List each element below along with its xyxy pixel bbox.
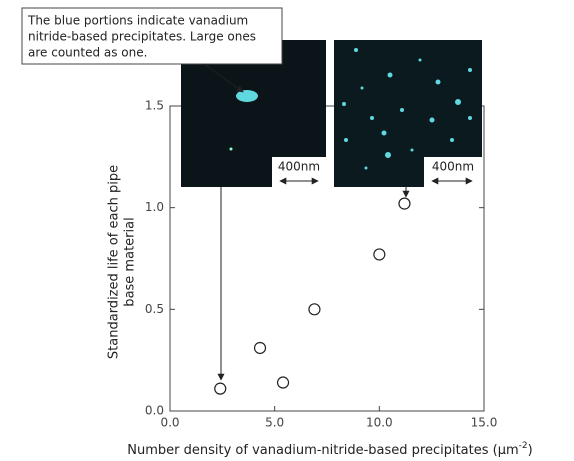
data-point bbox=[253, 341, 267, 355]
precipitate bbox=[229, 147, 233, 151]
data-point bbox=[276, 376, 290, 389]
callout-text: The blue portions indicate vanadium bbox=[27, 14, 248, 28]
plot-border bbox=[169, 105, 485, 412]
x-tick-label: 15.0 bbox=[471, 416, 498, 430]
data-point bbox=[398, 197, 411, 210]
x-axis-label: Number density of vanadium-nitride-based… bbox=[127, 441, 532, 458]
callout-text: are counted as one. bbox=[28, 46, 147, 60]
scale-label: 400nm bbox=[432, 160, 474, 174]
callout-box bbox=[21, 7, 283, 65]
y-label-line: base material bbox=[123, 217, 138, 306]
x-label-sup: -2 bbox=[519, 441, 528, 451]
y-tick-label: 1.0 bbox=[145, 200, 164, 214]
x-label-end: ) bbox=[528, 443, 533, 458]
inset-right: 400nm bbox=[334, 40, 482, 187]
y-label-line: Standardized life of each pipe bbox=[107, 165, 122, 359]
callout-text: nitride-based precipitates. Large ones bbox=[28, 30, 256, 44]
x-tick-label: 5.0 bbox=[265, 416, 284, 430]
callout-arrow bbox=[203, 63, 244, 93]
y-tick-label: 0.0 bbox=[145, 404, 164, 418]
y-tick-label: 0.5 bbox=[145, 302, 164, 316]
plot-frame: 0.0 0.5 1.0 1.5 0.0 5.0 10.0 15.0 bbox=[145, 99, 497, 430]
y-tick-label: 1.5 bbox=[145, 99, 164, 113]
scale-label: 400nm bbox=[278, 160, 320, 174]
data-point bbox=[214, 382, 227, 395]
data-point bbox=[308, 303, 321, 316]
y-axis-label: Standardized life of each pipe base mate… bbox=[107, 165, 138, 359]
x-tick-label: 0.0 bbox=[160, 416, 179, 430]
precipitates bbox=[342, 48, 472, 170]
precipitate bbox=[236, 90, 258, 102]
x-tick-label: 10.0 bbox=[366, 416, 393, 430]
data-point bbox=[373, 248, 386, 261]
x-label-text: Number density of vanadium-nitride-based… bbox=[127, 443, 518, 458]
